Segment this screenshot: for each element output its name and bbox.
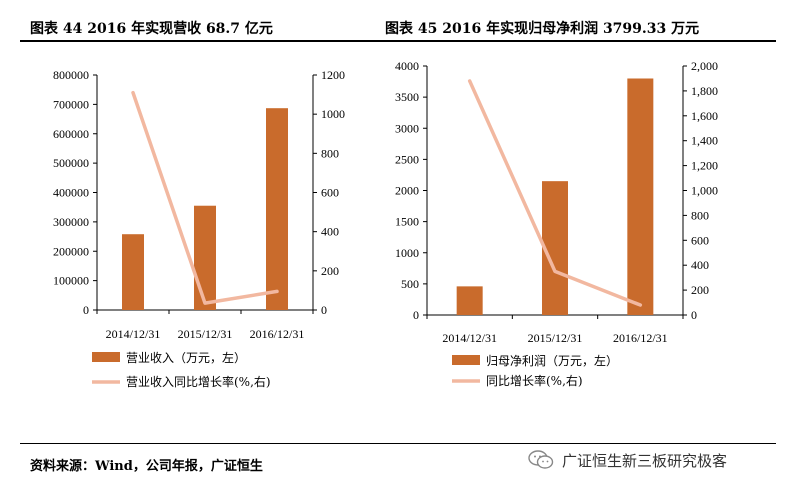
left-left-tick-label: 300000	[53, 215, 89, 229]
left-left-tick-label: 200000	[53, 244, 89, 258]
right-left-tick-label: 0	[413, 308, 419, 322]
left-right-tick-label: 1000	[321, 107, 345, 121]
right-legend-bar-swatch	[452, 355, 480, 365]
chart-title-right: 图表 45 2016 年实现归母净利润 3799.33 万元	[385, 21, 700, 37]
wechat-icon	[528, 450, 554, 469]
right-category-label: 2014/12/31	[442, 331, 497, 345]
right-left-tick-label: 4000	[395, 59, 419, 73]
right-right-tick-label: 1,200	[691, 159, 718, 173]
right-right-tick-label: 1,800	[691, 84, 718, 98]
right-right-tick-label: 0	[691, 308, 697, 322]
right-right-tick-label: 1,000	[691, 184, 718, 198]
watermark-text: 广证恒生新三板研究极客	[562, 451, 728, 470]
left-right-tick-label: 1200	[321, 68, 345, 82]
chart-title-left: 图表 44 2016 年实现营收 68.7 亿元	[30, 21, 273, 37]
left-category-label: 2015/12/31	[178, 327, 233, 341]
left-right-tick-label: 400	[321, 225, 339, 239]
right-legend-line-label: 同比增长率(%,右)	[486, 373, 583, 388]
left-category-label: 2016/12/31	[250, 327, 305, 341]
left-left-tick-label: 0	[83, 303, 89, 317]
right-bar	[627, 78, 654, 316]
left-bar	[122, 234, 144, 310]
right-left-tick-label: 500	[401, 277, 419, 291]
left-right-tick-label: 800	[321, 146, 339, 160]
left-left-tick-label: 800000	[53, 68, 89, 82]
left-left-tick-label: 400000	[53, 186, 89, 200]
right-right-tick-label: 400	[691, 258, 709, 272]
left-legend-bar-label: 营业收入（万元，左）	[126, 350, 246, 365]
left-left-tick-label: 500000	[53, 156, 89, 170]
left-category-label: 2014/12/31	[106, 327, 161, 341]
right-category-label: 2016/12/31	[613, 331, 668, 345]
right-right-tick-label: 2,000	[691, 59, 718, 73]
left-left-tick-label: 600000	[53, 127, 89, 141]
source-note: 资料来源：Wind，公司年报，广证恒生	[30, 459, 263, 474]
right-left-tick-label: 2500	[395, 152, 419, 166]
left-legend-line-label: 营业收入同比增长率(%,右)	[126, 374, 271, 389]
right-left-tick-label: 3500	[395, 90, 419, 104]
right-legend-bar-label: 归母净利润（万元，左）	[486, 353, 618, 368]
bottom-rule	[20, 443, 776, 444]
right-category-label: 2015/12/31	[528, 331, 583, 345]
top-rule	[20, 40, 776, 42]
left-right-tick-label: 200	[321, 264, 339, 278]
left-bar	[194, 205, 216, 310]
left-right-tick-label: 0	[321, 303, 327, 317]
right-right-tick-label: 200	[691, 283, 709, 297]
right-right-tick-label: 600	[691, 233, 709, 247]
right-left-tick-label: 1000	[395, 246, 419, 260]
right-right-tick-label: 1,600	[691, 109, 718, 123]
left-bar	[266, 108, 288, 310]
left-right-tick-label: 600	[321, 186, 339, 200]
left-left-tick-label: 700000	[53, 97, 89, 111]
right-left-tick-label: 3000	[395, 121, 419, 135]
right-left-tick-label: 2000	[395, 184, 419, 198]
right-left-tick-label: 1500	[395, 215, 419, 229]
right-right-tick-label: 1,400	[691, 134, 718, 148]
right-bar	[456, 286, 483, 315]
left-legend-bar-swatch	[92, 352, 120, 362]
watermark: 广证恒生新三板研究极客	[528, 449, 727, 471]
right-right-tick-label: 800	[691, 208, 709, 222]
left-left-tick-label: 100000	[53, 274, 89, 288]
